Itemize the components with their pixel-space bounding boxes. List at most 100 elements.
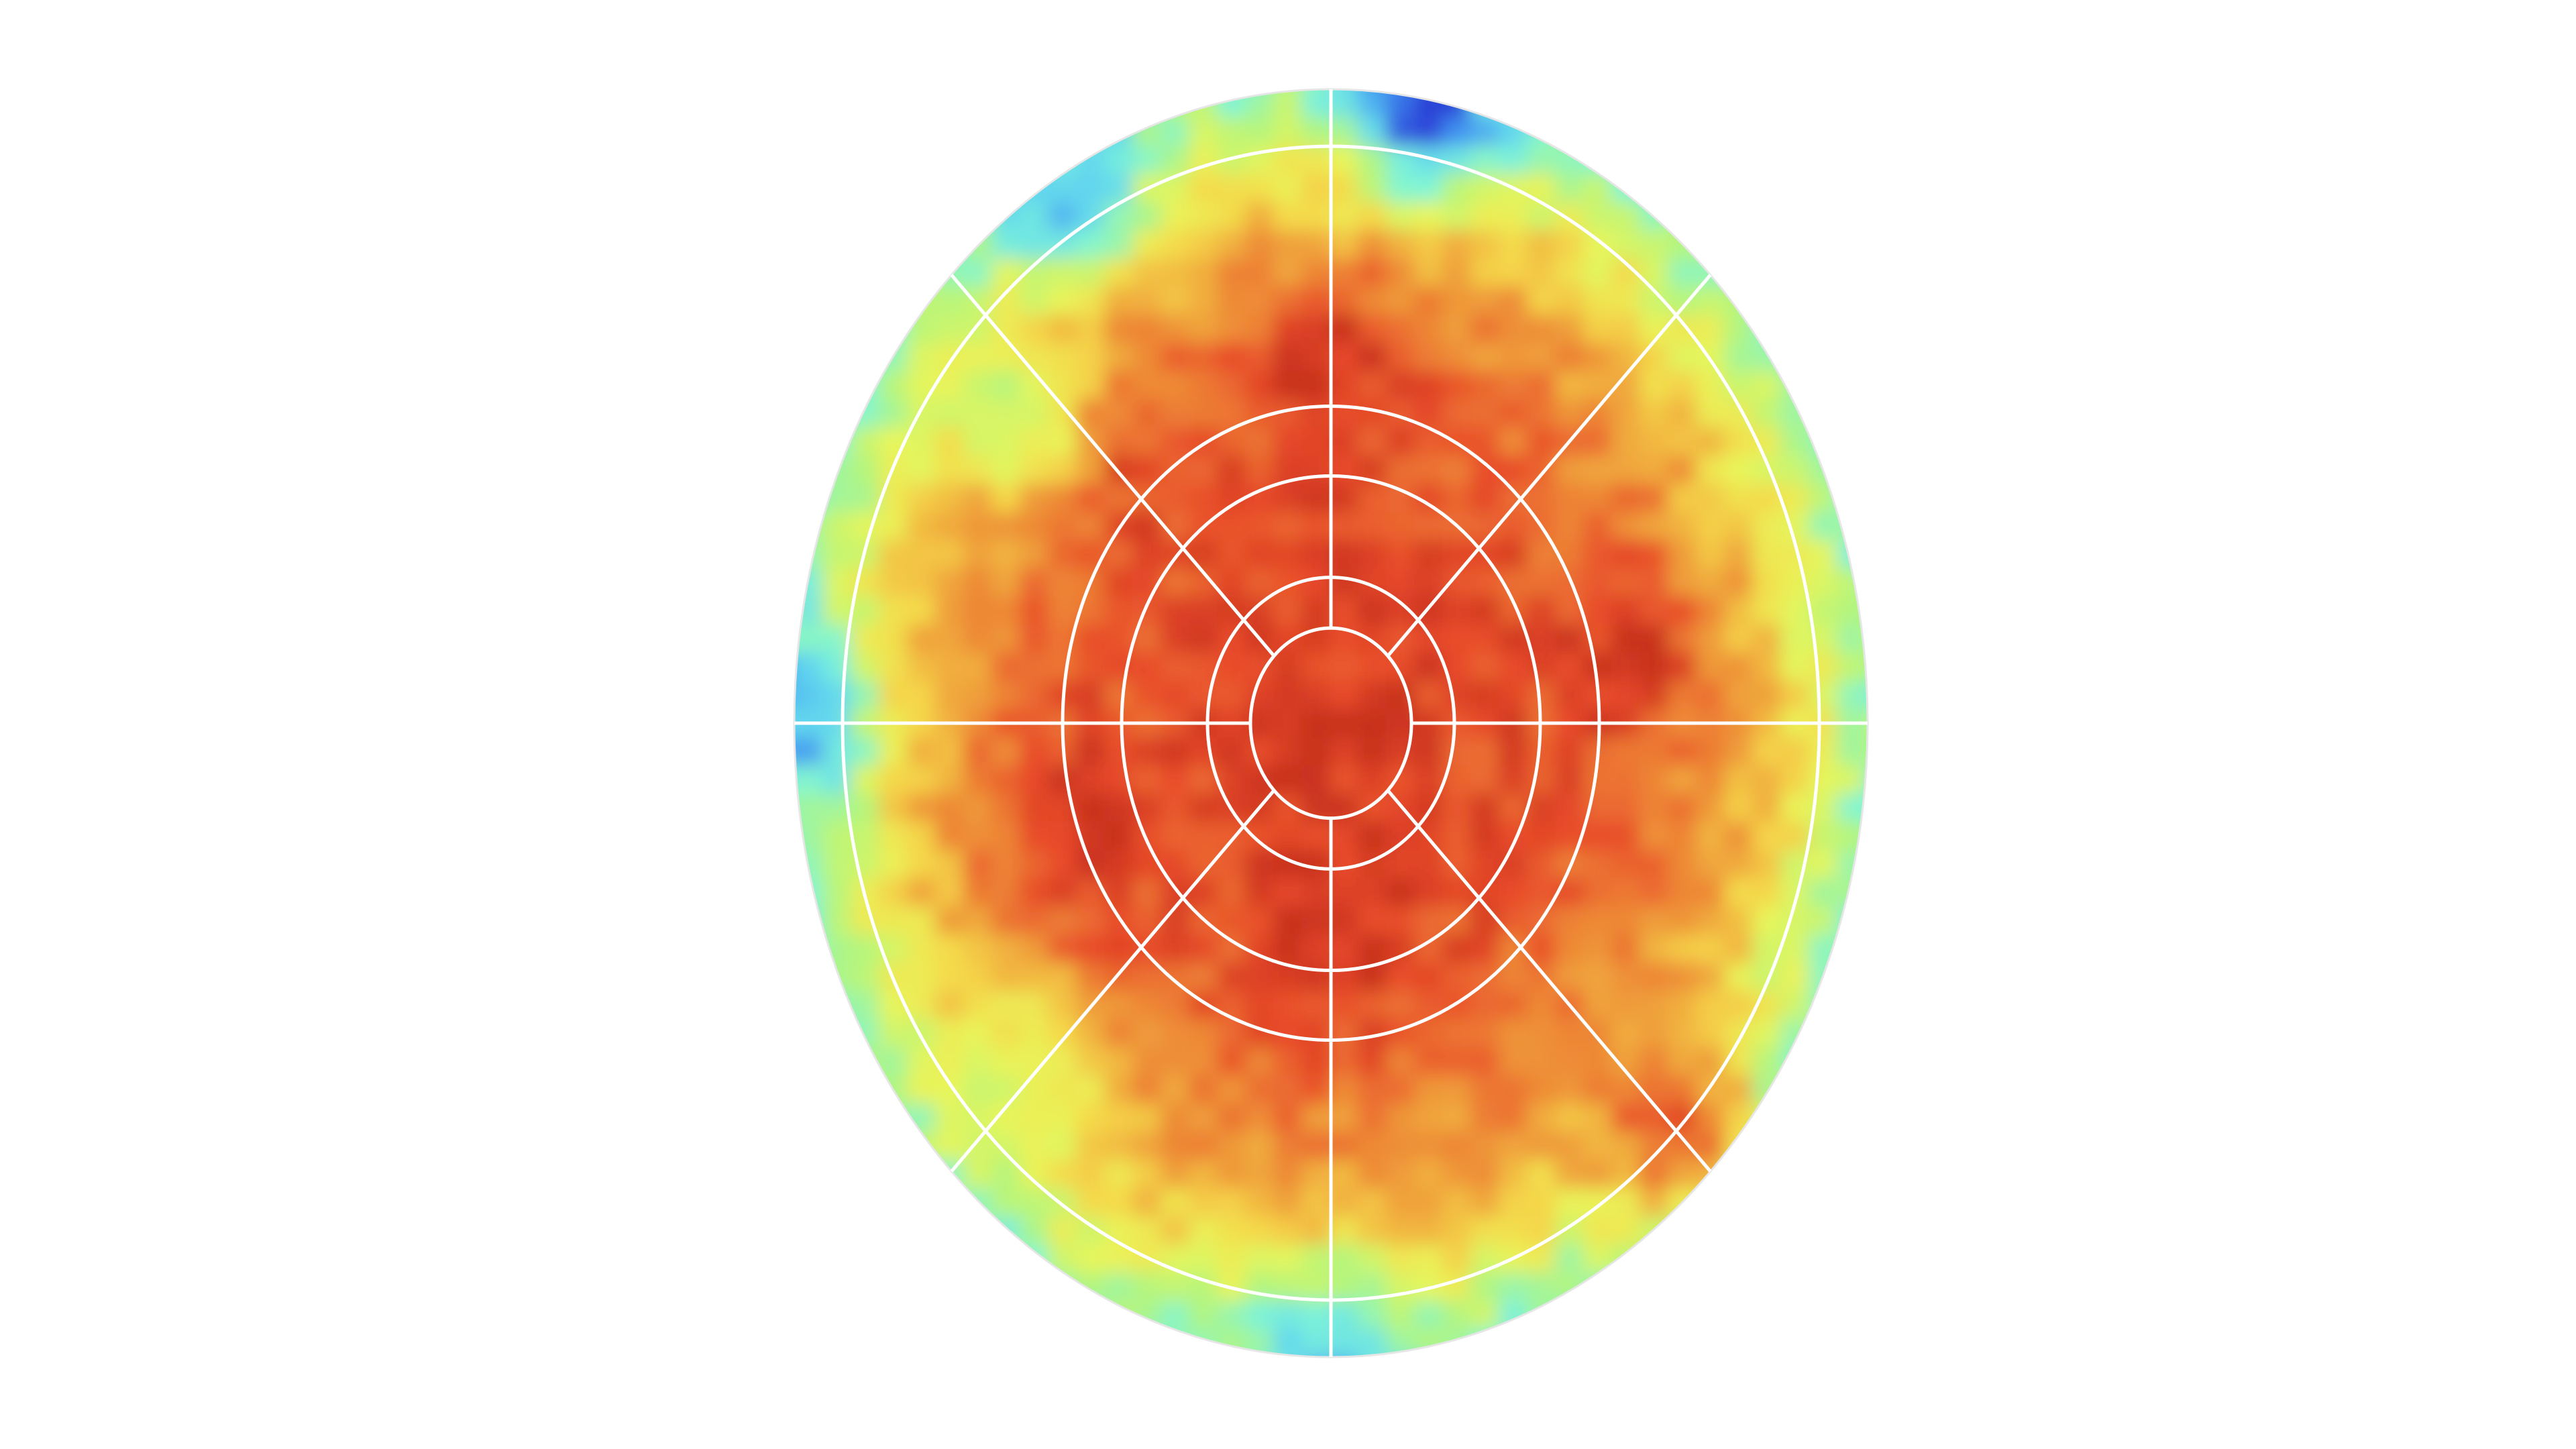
heatmap-cell [1386, 540, 1415, 569]
heatmap-cell [1499, 765, 1527, 794]
heatmap-cell [963, 934, 992, 963]
heatmap-cell [1583, 1075, 1612, 1104]
heatmap-cell [1076, 117, 1105, 146]
heatmap-cell [851, 455, 879, 484]
heatmap-cell [1245, 202, 1274, 231]
heatmap-cell [1583, 540, 1612, 569]
heatmap-cell [963, 286, 992, 315]
heatmap-cell [1837, 1047, 1866, 1076]
heatmap-cell [1696, 596, 1725, 625]
heatmap-cell [1048, 512, 1077, 541]
heatmap-cell [1217, 596, 1246, 625]
heatmap-cell [1499, 1104, 1527, 1132]
heatmap-cell [1809, 878, 1837, 907]
heatmap-cell [879, 1160, 908, 1189]
heatmap-cell [1161, 737, 1189, 766]
heatmap-cell [1752, 906, 1781, 935]
heatmap-cell [1048, 484, 1077, 513]
heatmap-cell [1499, 991, 1527, 1020]
heatmap-cell [1414, 653, 1443, 682]
heatmap-cell [1809, 653, 1837, 682]
heatmap-cell [851, 1019, 879, 1048]
heatmap-cell [1668, 991, 1697, 1020]
heatmap-cell [1611, 427, 1640, 456]
heatmap-cell [1442, 484, 1471, 513]
heatmap-cell [1724, 512, 1753, 541]
heatmap-cell [1583, 1216, 1612, 1245]
heatmap-cell [1132, 286, 1161, 315]
heatmap-cell [1104, 315, 1133, 343]
heatmap-cell [1555, 399, 1584, 428]
heatmap-cell [935, 737, 964, 766]
heatmap-cell [1217, 315, 1246, 343]
heatmap-cell [1217, 371, 1246, 400]
heatmap-cell [963, 343, 992, 372]
heatmap-cell [1611, 625, 1640, 653]
heatmap-cell [1132, 202, 1161, 231]
heatmap-cell [935, 1047, 964, 1076]
heatmap-cell [1414, 1047, 1443, 1076]
heatmap-cell [1048, 540, 1077, 569]
heatmap-cell [1893, 568, 1922, 597]
heatmap-cell [1668, 625, 1697, 653]
heatmap-cell [1555, 89, 1584, 90]
heatmap-cell [1668, 1216, 1697, 1245]
heatmap-cell [1414, 1244, 1443, 1273]
heatmap-cell [1583, 512, 1612, 541]
heatmap-cell [1499, 286, 1527, 315]
heatmap-cell [1161, 1216, 1189, 1245]
heatmap-cell [1301, 512, 1330, 541]
heatmap-cell [1273, 286, 1302, 315]
heatmap-cell [1780, 906, 1809, 935]
heatmap-cell [1809, 568, 1837, 597]
heatmap-cell [1414, 315, 1443, 343]
heatmap-cell [1527, 1132, 1556, 1161]
heatmap-cell [1470, 455, 1499, 484]
heatmap-cell [1837, 427, 1866, 456]
grid-spoke [1386, 789, 1712, 1173]
heatmap-cell [822, 596, 851, 625]
heatmap-cell [1470, 681, 1499, 710]
heatmap-cell [1076, 174, 1105, 203]
heatmap-cell [1189, 1301, 1218, 1330]
heatmap-cell [794, 1047, 823, 1076]
heatmap-cell [1640, 963, 1668, 991]
heatmap-cell [794, 963, 795, 991]
heatmap-cell [1470, 1019, 1499, 1048]
heatmap-cell [1611, 850, 1640, 879]
heatmap-cell [1527, 1329, 1556, 1357]
heatmap-cell [1696, 963, 1725, 991]
heatmap-cell [1640, 934, 1668, 963]
heatmap-cell [1076, 1075, 1105, 1104]
heatmap-cell [1724, 737, 1753, 766]
heatmap-cell [1499, 1385, 1527, 1414]
heatmap-cell [1668, 963, 1697, 991]
heatmap-cell [1330, 540, 1358, 569]
heatmap-cell [1020, 117, 1049, 146]
heatmap-cell [1555, 934, 1584, 963]
heatmap-cell [1217, 202, 1246, 231]
heatmap-cell [1330, 709, 1358, 738]
heatmap-cell [1611, 146, 1640, 174]
heatmap-cell [822, 568, 851, 597]
heatmap-cell [1414, 230, 1443, 259]
heatmap-cell [1217, 427, 1246, 456]
heatmap-cell [1696, 1216, 1725, 1245]
heatmap-cell [1470, 1273, 1499, 1301]
heatmap-cell [991, 202, 1020, 231]
heatmap-cell [1583, 1132, 1612, 1161]
heatmap-cell [822, 1075, 851, 1104]
heatmap-cell [907, 230, 936, 259]
heatmap-cell [1358, 934, 1387, 963]
heatmap-cell [794, 371, 823, 400]
heatmap-cell [1161, 146, 1189, 174]
heatmap-cell [1330, 1273, 1358, 1301]
heatmap-cell [1752, 568, 1781, 597]
heatmap-cell [851, 596, 879, 625]
heatmap-cell [822, 681, 851, 710]
heatmap-cell [1470, 991, 1499, 1020]
heatmap-cell [822, 850, 851, 879]
heatmap-cell [1527, 850, 1556, 879]
heatmap-cell [1752, 794, 1781, 822]
heatmap-cell [1555, 1357, 1584, 1386]
